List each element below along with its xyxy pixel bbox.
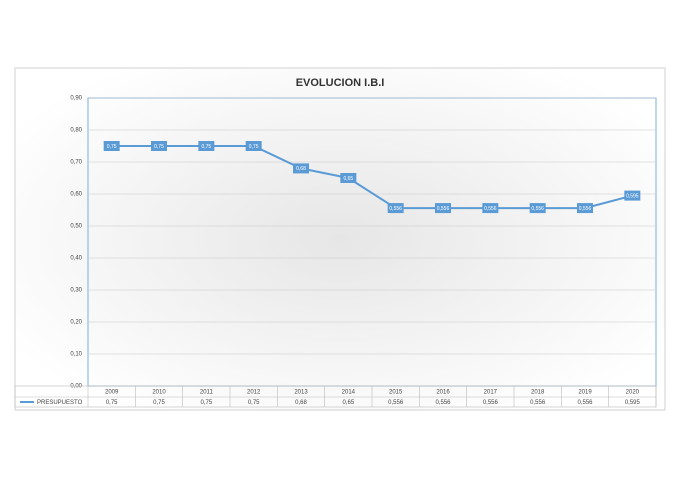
x-tick-label: 2020: [626, 390, 640, 396]
data-label: 0,556: [437, 206, 450, 212]
label-box: [624, 190, 641, 201]
chart-title: EVOLUCION I.B.I: [296, 77, 385, 89]
label-box: [293, 163, 309, 174]
label-box: [103, 141, 120, 151]
data-label: 0,556: [484, 206, 497, 212]
table-value: 0,75: [153, 400, 165, 406]
table-value: 0,68: [295, 400, 307, 406]
data-label: 0,595: [626, 193, 639, 199]
table-value: 0,75: [200, 400, 212, 406]
y-tick-label: 0,00: [70, 384, 82, 390]
data-label: 0,556: [389, 206, 402, 212]
y-tick-label: 0,70: [70, 160, 82, 166]
label-box: [340, 173, 357, 183]
x-tick-label: 2018: [531, 390, 545, 396]
table-value: 0,595: [625, 400, 641, 406]
y-tick-label: 0,80: [70, 128, 82, 134]
data-label: 0,75: [201, 144, 211, 150]
table-value: 0,65: [342, 400, 354, 406]
x-tick-label: 2015: [389, 390, 403, 396]
data-label: 0,556: [579, 206, 592, 212]
label-box: [387, 203, 404, 214]
table-value: 0,75: [248, 400, 260, 406]
data-label: 0,75: [107, 144, 117, 150]
label-box: [435, 203, 451, 214]
label-box: [151, 141, 167, 151]
table-value: 0,556: [435, 400, 451, 406]
chart-area: [14, 67, 666, 411]
y-tick-label: 0,20: [70, 320, 82, 326]
x-tick-label: 2009: [105, 390, 119, 396]
x-tick-label: 2010: [152, 390, 166, 396]
label-box: [245, 141, 262, 151]
y-tick-label: 0,90: [70, 96, 82, 102]
data-label: 0,75: [249, 144, 259, 150]
table-value: 0,556: [483, 400, 499, 406]
data-label: 0,68: [296, 166, 306, 172]
data-label: 0,556: [531, 206, 544, 212]
y-tick-label: 0,40: [70, 256, 82, 262]
x-tick-label: 2013: [294, 390, 308, 396]
x-tick-label: 2014: [342, 390, 356, 396]
table-value: 0,556: [577, 400, 593, 406]
y-tick-label: 0,30: [70, 288, 82, 294]
data-label: 0,65: [343, 176, 353, 182]
y-tick-label: 0,10: [70, 352, 82, 358]
label-box: [577, 203, 593, 214]
table-value: 0,556: [388, 400, 404, 406]
y-tick-label: 0,60: [70, 192, 82, 198]
x-tick-label: 2011: [200, 390, 214, 396]
label-box: [482, 203, 499, 214]
x-tick-label: 2019: [578, 390, 592, 396]
x-tick-label: 2012: [247, 390, 261, 396]
table-value: 0,556: [530, 400, 546, 406]
x-tick-label: 2017: [484, 390, 498, 396]
data-label: 0,75: [154, 144, 164, 150]
label-box: [198, 141, 215, 151]
y-tick-label: 0,50: [70, 224, 82, 230]
table-value: 0,75: [106, 400, 118, 406]
legend-label: PRESUPUESTO: [37, 400, 83, 406]
x-tick-label: 2016: [436, 390, 450, 396]
label-box: [529, 203, 546, 214]
